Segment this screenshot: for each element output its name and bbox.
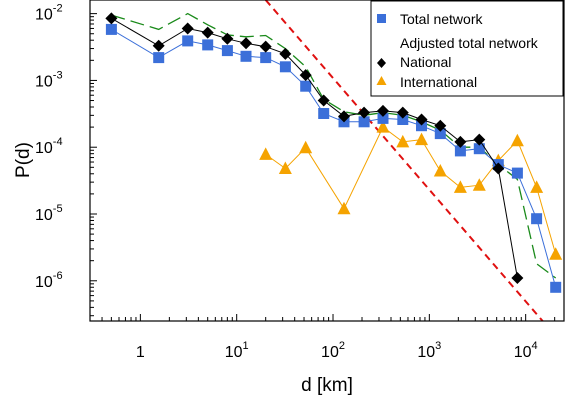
series-total-network-point [182,35,194,47]
y-tick-label: 10-3 [35,69,63,90]
series-total-network-line [111,28,557,288]
y-tick-label: 10-5 [35,203,63,224]
series-international-point [510,133,524,147]
y-axis-label: P(d) [13,142,34,178]
legend-label-adjusted-total-network: Adjusted total network [400,35,539,51]
x-tick-label: 102 [321,340,345,361]
series-total-network-point [105,23,117,35]
series-international-point [530,180,544,193]
x-tick-label: 1 [136,344,145,361]
series-national-point [105,12,118,25]
series-international-point [396,134,410,148]
series-total-network-point [279,61,291,73]
series-national-point [201,26,214,39]
series-total-network-point [240,50,252,62]
series-total-network-point [358,116,370,128]
legend-label-national: National [400,54,451,70]
series-national-point [279,47,292,60]
series-total-network-point [397,114,409,125]
series-reference-slope-line [264,0,544,321]
legend-box [370,0,564,97]
series-total-network-point [511,167,523,179]
series-national-point [259,40,272,53]
series-international-point [415,132,429,146]
series-international-point [549,247,563,260]
x-axis-label: d [km] [301,375,353,396]
y-tick-label: 10-6 [35,270,63,291]
series-total-network-point [153,52,165,64]
series-international-point [259,147,273,160]
x-tick-label: 101 [225,340,249,361]
series-national-point [152,39,165,52]
series-international-point [376,120,390,133]
series-national-point [415,113,428,126]
series-total-network-point [550,281,562,293]
ticks-layer: 1 101 102 103 104 10-6 10-5 10-4 10-3 10-2 [35,3,556,361]
series-international-point [278,161,292,175]
legend-label-total-network: Total network [400,11,483,27]
series-layer [105,0,563,321]
series-international-point [337,201,351,215]
legend-marker-diamond [377,58,386,68]
y-tick-label: 10-2 [35,3,63,24]
plot-frame [89,0,565,322]
series-national-point [317,94,330,107]
series-international-point [299,140,313,154]
series-total-network-point [221,45,233,57]
series-international [259,120,563,260]
series-international-point [472,178,486,191]
series-adjusted-total-network-line [111,12,557,279]
legend-marker-square [377,14,386,23]
series-total-network-point [202,39,214,51]
series-international-point [433,164,447,177]
series-national-point [181,22,194,35]
series-total-network-point [416,120,427,132]
series-total-network-point [454,145,466,157]
series-national-point [492,162,505,175]
series-national-point [358,106,371,119]
legend-entry-adjusted-total-network: Adjusted total network [400,35,539,51]
series-international-point [453,180,467,193]
y-tick-label: 10-4 [35,136,63,157]
series-national-point [396,106,409,119]
series-adjusted-total-network [111,12,557,279]
legend-marker-triangle [376,76,387,85]
series-national-point [221,32,234,45]
series-total-network-point [473,143,485,155]
series-total-network-point [377,112,389,124]
legend-entry-total-network: Total network [377,11,483,27]
series-total-network-point [531,213,543,225]
series-total-network-point [318,108,330,119]
series-national-point [473,133,486,146]
series-total-network-point [300,80,312,92]
series-total-network-point [260,52,272,64]
series-national-point [454,135,467,148]
series-reference-slope [264,0,544,321]
legend-entry-international: International [376,74,477,90]
series-national-point [299,69,312,82]
x-tick-label: 104 [514,340,538,361]
series-national-point [240,37,253,50]
x-tick-label: 103 [417,340,441,361]
series-national-point [376,104,389,117]
series-national-point [337,110,350,123]
series-national-point [434,119,447,132]
series-total-network-point [434,128,446,140]
legend: Total network Adjusted total network Nat… [370,0,564,97]
series-national-point [511,272,524,285]
legend-entry-national: National [377,54,451,70]
legend-label-international: International [400,74,477,90]
series-national [105,12,524,285]
